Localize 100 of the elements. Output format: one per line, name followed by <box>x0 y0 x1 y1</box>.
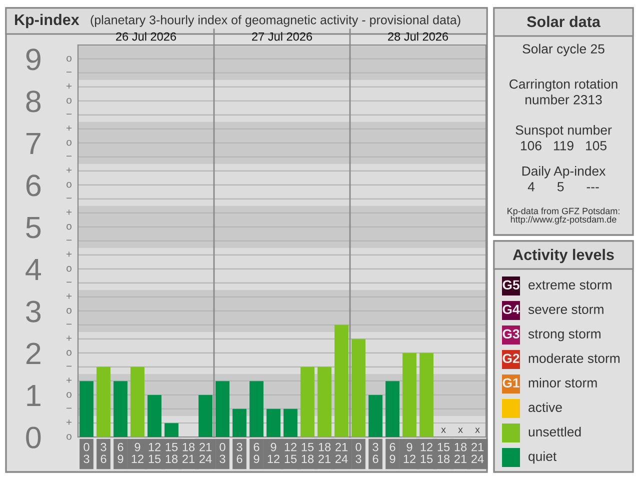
x-tick-label: 21 24 <box>200 442 212 463</box>
bar <box>198 394 212 437</box>
chart-title: Kp-index <box>15 14 80 28</box>
x-tick-label: 18 21 <box>454 442 467 463</box>
bar <box>386 381 400 437</box>
text: o <box>66 350 72 356</box>
y-tick-label: 1 <box>27 385 40 406</box>
text: x <box>441 428 446 433</box>
y-tick-label: 2 <box>26 342 40 364</box>
text: G4 <box>502 304 520 314</box>
bar <box>114 381 128 437</box>
text: Carrington rotation number 2313 <box>510 79 618 104</box>
text: + <box>66 420 72 425</box>
x-tick-label: 15 18 <box>302 442 314 464</box>
text: G3 <box>502 329 520 339</box>
y-tick-label: 5 <box>26 216 41 238</box>
x-tick-label: 15 18 <box>166 442 178 464</box>
text: 28 Jul 2026 <box>388 32 448 41</box>
x-tick-label: 12 15 <box>148 442 161 464</box>
text: + <box>66 210 72 215</box>
text: + <box>66 84 72 89</box>
category-label: severe storm <box>528 305 604 314</box>
chart-subtitle: (planetary 3-hourly index of geomagnetic activity - provisional data) <box>90 15 460 27</box>
y-tick-label: 9 <box>26 48 40 70</box>
bar <box>80 381 94 437</box>
x-tick-label: 3 6 <box>372 442 378 464</box>
text: 26 Jul 2026 <box>116 32 176 41</box>
x-tick-label: 6 9 <box>254 442 260 464</box>
category-label: extreme storm <box>528 280 612 290</box>
text: G5 <box>502 280 520 290</box>
x-tick-label: 9 12 <box>268 442 280 463</box>
x-tick-label: 0 3 <box>356 442 362 464</box>
category-label: moderate storm <box>528 353 620 364</box>
x-tick-label: 9 12 <box>404 442 416 463</box>
text: o <box>66 224 72 230</box>
category-label: quiet <box>528 451 557 464</box>
text: − <box>66 198 72 199</box>
bar <box>130 366 144 437</box>
y-tick-label: 7 <box>26 132 40 154</box>
text: + <box>66 294 72 299</box>
bar <box>266 408 280 437</box>
y-tick-label: 0 <box>26 426 41 448</box>
text: − <box>66 408 72 409</box>
text: − <box>66 324 72 325</box>
y-tick-label: 4 <box>26 258 41 280</box>
x-tick-label: 18 21 <box>182 442 195 463</box>
category-label: unsettled <box>528 426 581 437</box>
y-tick-label: 6 <box>26 174 41 196</box>
y-tick-label: 3 <box>26 300 41 322</box>
text: o <box>66 308 72 314</box>
bar <box>164 423 178 437</box>
text: o <box>66 266 72 272</box>
y-tick-label: 8 <box>26 90 41 112</box>
bar <box>334 324 348 437</box>
x-tick-label: 15 18 <box>438 442 450 464</box>
bar <box>318 366 332 437</box>
x-tick-label: 12 15 <box>420 442 433 464</box>
category-label: active <box>528 402 562 412</box>
text: Solar data <box>527 16 601 28</box>
text: − <box>66 240 72 241</box>
x-tick-label: 12 15 <box>284 442 297 464</box>
x-tick-label: 3 6 <box>236 442 242 464</box>
text: Sunspot number 106 119 105 <box>516 125 612 150</box>
text: o <box>66 98 72 104</box>
text: + <box>66 336 72 341</box>
bar <box>352 339 366 437</box>
text: o <box>66 434 72 440</box>
text: Daily Ap-index 4 5 --- <box>522 166 606 192</box>
bar <box>232 408 246 437</box>
x-tick-label: 6 9 <box>390 442 396 464</box>
x-tick-label: 9 12 <box>132 442 144 463</box>
category-label: minor storm <box>528 378 597 388</box>
text: Kp-data from GFZ Potsdam: http://www.gfz-potsdam.de <box>508 208 620 224</box>
text: Solar cycle 25 <box>522 44 604 56</box>
text: x <box>458 428 463 433</box>
bar <box>420 352 434 437</box>
text: G1 <box>502 378 520 388</box>
bar <box>148 394 162 437</box>
bar <box>300 366 314 437</box>
text: − <box>66 282 72 283</box>
text: + <box>66 168 72 173</box>
x-tick-label: 18 21 <box>318 442 331 463</box>
bar <box>402 352 416 437</box>
text: G2 <box>502 354 520 364</box>
text: Activity levels <box>512 248 614 264</box>
x-tick-label: 21 24 <box>472 442 484 463</box>
text: x <box>475 428 480 433</box>
text: + <box>66 126 72 131</box>
bar <box>368 394 382 437</box>
text: − <box>66 366 72 367</box>
category-label: strong storm <box>528 330 600 342</box>
text: o <box>66 392 72 398</box>
bar <box>96 366 110 437</box>
bar <box>250 381 264 437</box>
bar <box>216 381 230 437</box>
text: o <box>66 56 72 62</box>
bar <box>284 408 298 437</box>
x-tick-label: 21 24 <box>336 442 348 463</box>
x-tick-label: 0 3 <box>220 442 226 464</box>
x-tick-label: 3 6 <box>100 442 106 464</box>
